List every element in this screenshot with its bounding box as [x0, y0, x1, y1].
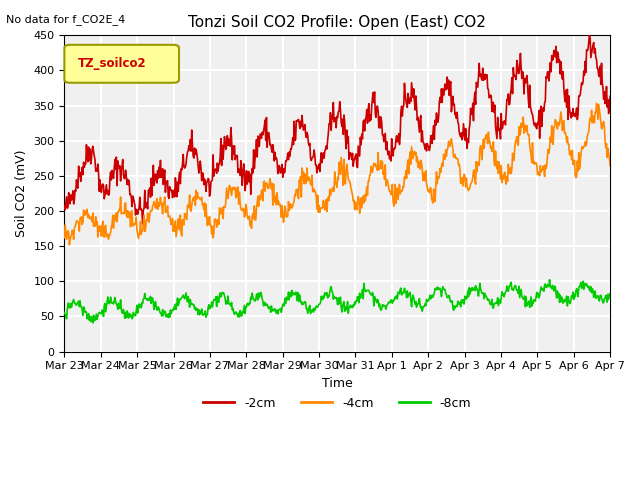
- X-axis label: Time: Time: [322, 377, 353, 390]
- Title: Tonzi Soil CO2 Profile: Open (East) CO2: Tonzi Soil CO2 Profile: Open (East) CO2: [188, 15, 486, 30]
- Y-axis label: Soil CO2 (mV): Soil CO2 (mV): [15, 150, 28, 237]
- FancyBboxPatch shape: [65, 45, 179, 83]
- Text: TZ_soilco2: TZ_soilco2: [78, 57, 147, 70]
- Text: No data for f_CO2E_4: No data for f_CO2E_4: [6, 14, 125, 25]
- Legend: -2cm, -4cm, -8cm: -2cm, -4cm, -8cm: [198, 392, 476, 415]
